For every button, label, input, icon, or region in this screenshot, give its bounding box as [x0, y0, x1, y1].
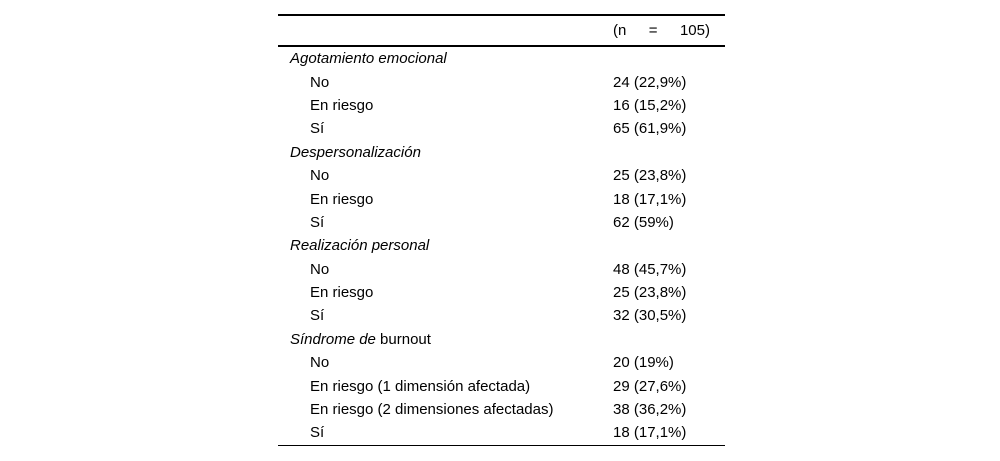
row-value: 16 (15,2%)	[613, 96, 687, 114]
table-body: Agotamiento emocional No 24 (22,9%) En r…	[278, 47, 725, 445]
row-value: 62 (59%)	[613, 213, 674, 231]
table-row: Sí 65 (61,9%)	[278, 117, 725, 140]
row-value: 65 (61,9%)	[613, 120, 687, 138]
section-title-row: Realización personal	[278, 234, 725, 257]
section-title-italic: Realización personal	[290, 237, 430, 255]
table-row: Sí 32 (30,5%)	[278, 304, 725, 327]
table-row: Sí 62 (59%)	[278, 211, 725, 234]
row-value: 32 (30,5%)	[613, 307, 687, 325]
row-value: 18 (17,1%)	[613, 190, 687, 208]
section-title-row: Síndrome de burnout	[278, 328, 725, 351]
table-row: En riesgo 16 (15,2%)	[278, 94, 725, 117]
row-label: No	[310, 167, 330, 185]
row-label: Sí	[310, 307, 325, 325]
row-value: 20 (19%)	[613, 354, 674, 372]
row-label: Sí	[310, 213, 325, 231]
row-label: En riesgo	[310, 96, 374, 114]
n-equals-sign: =	[648, 21, 658, 39]
row-value: 48 (45,7%)	[613, 260, 687, 278]
n-value: 105)	[679, 21, 710, 39]
table-row: No 48 (45,7%)	[278, 258, 725, 281]
table-row: Sí 18 (17,1%)	[278, 421, 725, 444]
table-row: En riesgo 25 (23,8%)	[278, 281, 725, 304]
top-rule	[278, 14, 725, 16]
row-label: En riesgo (2 dimensiones afectadas)	[310, 401, 554, 419]
section-title-italic: Síndrome de	[290, 330, 376, 348]
row-label: En riesgo (1 dimensión afectada)	[310, 377, 531, 395]
frequency-table: (n = 105) Agotamiento emocional No 24 (2…	[278, 14, 725, 447]
section-title-row: Agotamiento emocional	[278, 47, 725, 70]
section-title-italic: Despersonalización	[290, 143, 421, 161]
table-row: No 24 (22,9%)	[278, 70, 725, 93]
row-value: 25 (23,8%)	[613, 284, 687, 302]
section-title: Agotamiento emocional	[278, 50, 613, 67]
row-label: En riesgo	[310, 284, 374, 302]
row-label: No	[310, 73, 330, 91]
row-label: No	[310, 260, 330, 278]
row-value: 18 (17,1%)	[613, 424, 687, 442]
table-row: No 25 (23,8%)	[278, 164, 725, 187]
row-label: En riesgo	[310, 190, 374, 208]
row-value: 25 (23,8%)	[613, 167, 687, 185]
row-value: 29 (27,6%)	[613, 377, 687, 395]
table-row: En riesgo (2 dimensiones afectadas) 38 (…	[278, 398, 725, 421]
row-value: 24 (22,9%)	[613, 73, 687, 91]
section-title: Realización personal	[278, 237, 613, 254]
row-label: No	[310, 354, 330, 372]
table-row: No 20 (19%)	[278, 351, 725, 374]
n-open-paren: (n	[613, 21, 627, 39]
section-title: Síndrome de burnout	[278, 331, 613, 348]
sample-size-header: (n = 105)	[613, 22, 710, 39]
table-row: En riesgo 18 (17,1%)	[278, 187, 725, 210]
header-n-cell: (n = 105)	[613, 22, 725, 39]
row-value: 38 (36,2%)	[613, 401, 687, 419]
bottom-rule	[278, 444, 725, 447]
row-label: Sí	[310, 424, 325, 442]
section-title: Despersonalización	[278, 144, 613, 161]
header-rule	[278, 44, 725, 47]
section-title-row: Despersonalización	[278, 141, 725, 164]
section-title-roman: burnout	[375, 330, 431, 348]
table-header-row: (n = 105)	[278, 16, 725, 45]
section-title-italic: Agotamiento emocional	[290, 50, 447, 68]
row-label: Sí	[310, 120, 325, 138]
table-row: En riesgo (1 dimensión afectada) 29 (27,…	[278, 374, 725, 397]
